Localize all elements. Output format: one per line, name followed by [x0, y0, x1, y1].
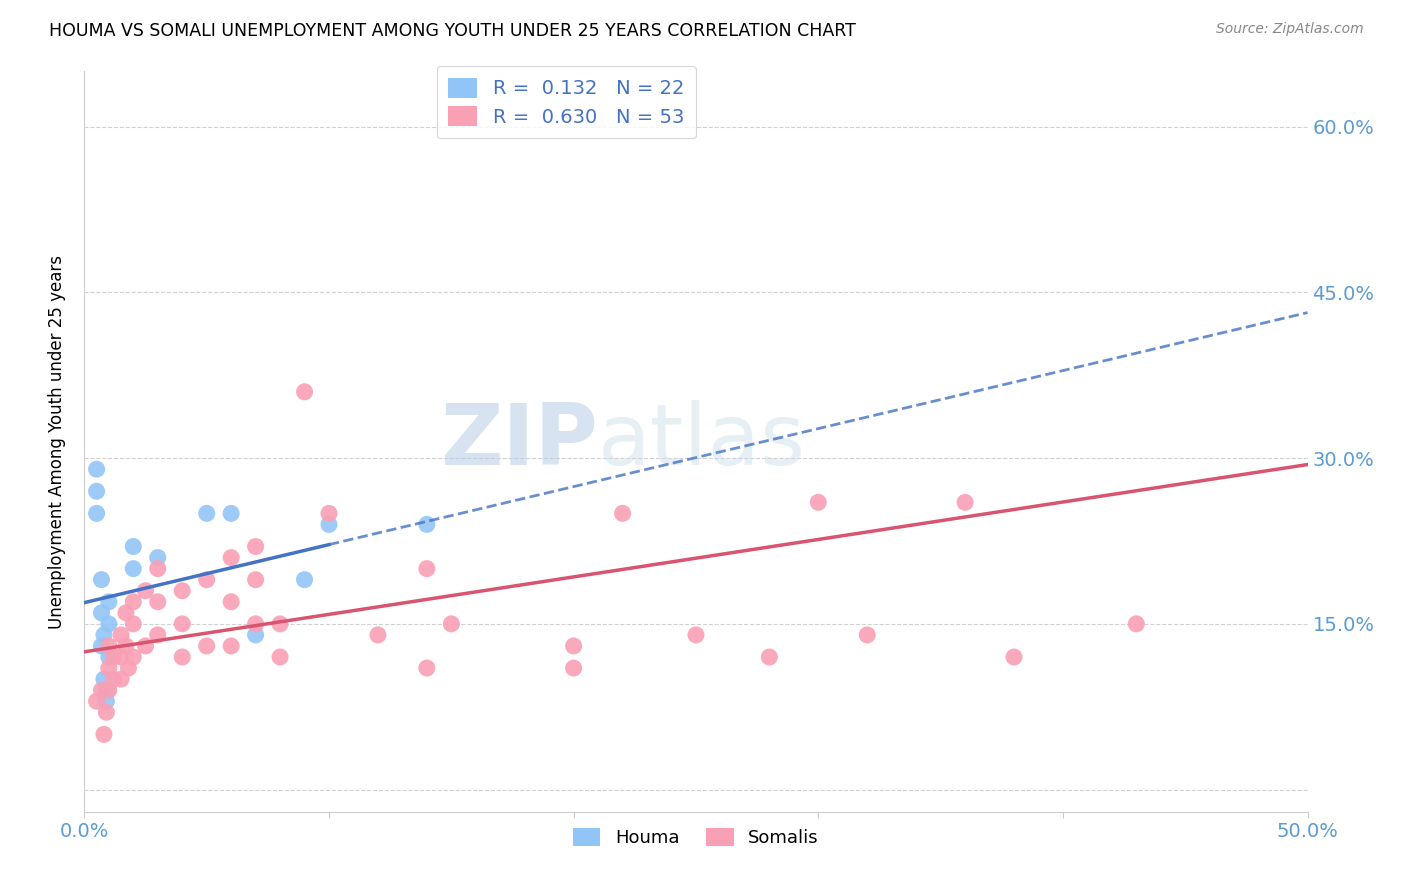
Point	[90, 639, 112, 653]
Point	[219, 639, 242, 653]
Point	[269, 616, 291, 631]
Point	[86, 507, 108, 521]
Point	[245, 628, 267, 642]
Point	[416, 661, 439, 675]
Point	[122, 650, 145, 665]
Point	[90, 683, 112, 698]
Point	[146, 595, 169, 609]
Point	[685, 628, 707, 642]
Point	[1125, 616, 1147, 631]
Point	[294, 384, 316, 399]
Point	[97, 661, 120, 675]
Text: HOUMA VS SOMALI UNEMPLOYMENT AMONG YOUTH UNDER 25 YEARS CORRELATION CHART: HOUMA VS SOMALI UNEMPLOYMENT AMONG YOUTH…	[49, 22, 856, 40]
Point	[117, 661, 139, 675]
Point	[294, 573, 316, 587]
Point	[122, 616, 145, 631]
Point	[97, 683, 120, 698]
Point	[97, 595, 120, 609]
Point	[122, 540, 145, 554]
Point	[612, 507, 634, 521]
Point	[807, 495, 830, 509]
Point	[562, 639, 585, 653]
Point	[245, 616, 267, 631]
Point	[195, 639, 218, 653]
Point	[195, 573, 218, 587]
Point	[172, 583, 194, 598]
Point	[86, 694, 108, 708]
Point	[562, 661, 585, 675]
Point	[96, 706, 118, 720]
Point	[86, 462, 108, 476]
Point	[122, 595, 145, 609]
Point	[90, 606, 112, 620]
Point	[97, 639, 120, 653]
Point	[416, 517, 439, 532]
Point	[93, 628, 115, 642]
Point	[416, 561, 439, 575]
Y-axis label: Unemployment Among Youth under 25 years: Unemployment Among Youth under 25 years	[48, 254, 66, 629]
Point	[219, 507, 242, 521]
Point	[1002, 650, 1025, 665]
Point	[856, 628, 879, 642]
Point	[135, 639, 157, 653]
Point	[318, 517, 340, 532]
Text: Source: ZipAtlas.com: Source: ZipAtlas.com	[1216, 22, 1364, 37]
Point	[367, 628, 389, 642]
Point	[146, 628, 169, 642]
Point	[172, 650, 194, 665]
Point	[90, 573, 112, 587]
Point	[97, 650, 120, 665]
Legend: Houma, Somalis: Houma, Somalis	[567, 821, 825, 855]
Point	[96, 694, 118, 708]
Point	[122, 561, 145, 575]
Point	[96, 683, 118, 698]
Point	[245, 573, 267, 587]
Point	[195, 507, 218, 521]
Point	[97, 616, 120, 631]
Point	[219, 550, 242, 565]
Point	[953, 495, 976, 509]
Point	[86, 484, 108, 499]
Point	[318, 507, 340, 521]
Point	[146, 561, 169, 575]
Point	[110, 650, 132, 665]
Point	[115, 639, 138, 653]
Point	[93, 672, 115, 686]
Point	[219, 595, 242, 609]
Point	[110, 628, 132, 642]
Point	[245, 540, 267, 554]
Point	[440, 616, 463, 631]
Point	[115, 606, 138, 620]
Point	[172, 616, 194, 631]
Point	[110, 672, 132, 686]
Point	[146, 550, 169, 565]
Point	[93, 727, 115, 741]
Point	[103, 672, 125, 686]
Text: atlas: atlas	[598, 400, 806, 483]
Point	[135, 583, 157, 598]
Text: ZIP: ZIP	[440, 400, 598, 483]
Point	[103, 650, 125, 665]
Point	[269, 650, 291, 665]
Point	[758, 650, 780, 665]
